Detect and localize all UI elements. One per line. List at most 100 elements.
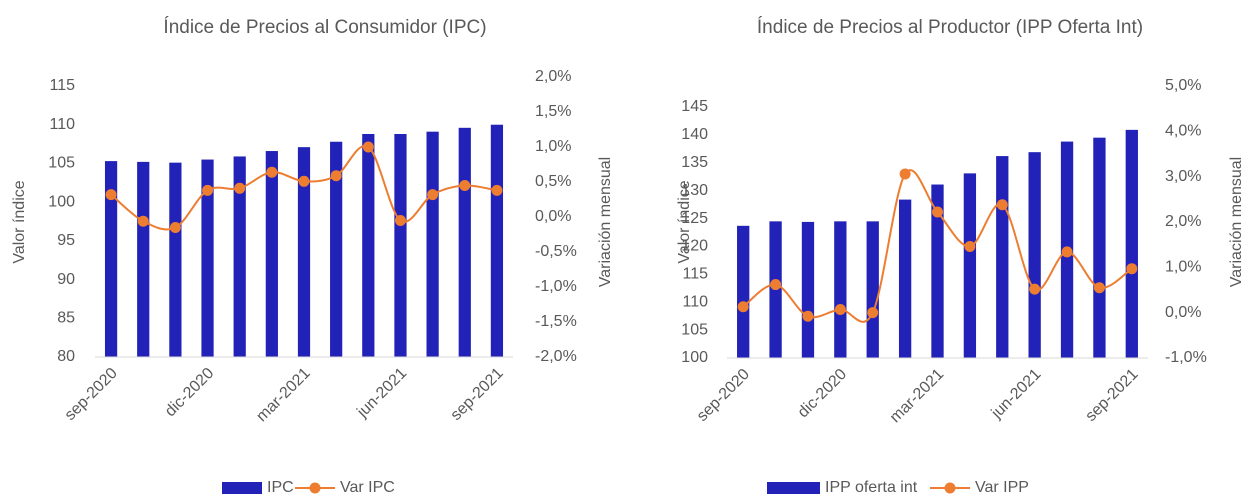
x-tick-label: sep-2021 — [1082, 366, 1141, 425]
y2-tick-label: 0,0% — [1165, 304, 1201, 321]
line-point — [770, 279, 782, 291]
chart-title: Índice de Precios al Consumidor (IPC) — [163, 17, 486, 38]
y-tick-label: 95 — [57, 232, 75, 249]
line-point — [867, 307, 879, 319]
bar — [490, 124, 504, 357]
line-point — [459, 180, 471, 191]
bar — [137, 161, 150, 357]
y2-axis-title: Variación mensual — [1228, 157, 1245, 287]
bar — [1028, 152, 1041, 358]
bar — [394, 134, 407, 357]
bar — [866, 221, 879, 358]
y-tick-label: 105 — [681, 321, 708, 338]
bar — [1093, 137, 1106, 358]
y-tick-label: 135 — [681, 154, 708, 171]
line-point — [1029, 283, 1041, 295]
y-tick-label: 100 — [681, 349, 708, 366]
bar — [834, 221, 847, 358]
line-point — [491, 184, 503, 196]
y2-tick-label: 2,0% — [1165, 213, 1201, 230]
y2-tick-label: -0,5% — [535, 243, 577, 260]
x-tick-label: sep-2021 — [448, 365, 507, 424]
bar — [169, 162, 182, 357]
x-tick-label: jun-2021 — [354, 365, 411, 422]
y-tick-label: 145 — [681, 98, 708, 115]
y2-tick-label: -1,0% — [1165, 349, 1207, 366]
y-axis-title: Valor índice — [676, 180, 693, 263]
y-tick-label: 80 — [57, 348, 75, 365]
bar — [201, 159, 214, 357]
y-tick-label: 120 — [681, 238, 708, 255]
y2-tick-label: 1,0% — [1165, 259, 1201, 276]
bar — [996, 156, 1009, 358]
bar — [963, 173, 977, 358]
y2-tick-label: 1,5% — [535, 103, 571, 120]
line-point — [298, 175, 310, 187]
legend-label: IPC — [267, 479, 294, 496]
legend-label: Var IPC — [340, 479, 395, 496]
bar — [233, 156, 246, 357]
y2-tick-label: -1,0% — [535, 278, 577, 295]
y2-tick-label: 3,0% — [1165, 168, 1201, 185]
y-tick-label: 110 — [49, 116, 75, 133]
bar — [1125, 129, 1138, 358]
bar — [362, 134, 375, 357]
y-tick-label: 100 — [48, 193, 75, 210]
line-point — [427, 189, 439, 201]
y2-tick-label: 0,5% — [535, 173, 571, 190]
y-tick-label: 115 — [682, 266, 708, 283]
bar — [898, 199, 912, 358]
line-point — [202, 184, 214, 196]
y-tick-label: 105 — [48, 155, 75, 172]
x-tick-label: mar-2021 — [253, 365, 314, 426]
line-point — [899, 168, 911, 180]
y2-tick-label: 4,0% — [1165, 123, 1201, 140]
bar — [265, 151, 278, 357]
y-tick-label: 90 — [57, 271, 75, 288]
y2-tick-label: -2,0% — [535, 348, 577, 365]
x-tick-label: dic-2020 — [795, 366, 851, 422]
chart-title: Índice de Precios al Productor (IPP Ofer… — [757, 17, 1143, 38]
y-tick-label: 110 — [682, 293, 708, 310]
line-point — [737, 301, 749, 313]
y-tick-label: 130 — [681, 182, 708, 199]
legend-swatch — [944, 482, 956, 494]
line-point — [1061, 246, 1073, 258]
line-point — [996, 199, 1008, 211]
bar — [458, 127, 471, 357]
bar — [801, 221, 815, 358]
line-point — [137, 215, 149, 227]
line-point — [169, 222, 181, 233]
legend-swatch — [309, 482, 321, 494]
x-tick-label: sep-2020 — [694, 366, 753, 425]
x-tick-label: sep-2020 — [62, 365, 121, 424]
bar — [426, 131, 439, 357]
x-tick-label: jun-2021 — [988, 366, 1045, 423]
legend-swatch — [767, 482, 820, 494]
y-tick-label: 115 — [49, 77, 75, 94]
x-tick-label: dic-2020 — [162, 365, 218, 421]
line-point — [234, 182, 246, 194]
y2-tick-label: 5,0% — [1165, 77, 1201, 94]
legend-label: Var IPP — [975, 479, 1029, 496]
y-tick-label: 140 — [681, 126, 708, 143]
line-point — [105, 189, 117, 201]
bar — [330, 141, 343, 357]
y2-tick-label: 2,0% — [535, 68, 571, 85]
line-point — [394, 215, 406, 226]
line-point — [932, 206, 943, 218]
y2-tick-label: 1,0% — [535, 138, 571, 155]
line-point — [834, 303, 846, 315]
line-point — [362, 141, 374, 153]
y-axis-title: Valor índice — [11, 180, 28, 263]
legend-label: IPP oferta int — [825, 479, 918, 496]
legend-swatch — [222, 482, 262, 494]
line-point — [1126, 263, 1138, 275]
line-point — [802, 310, 814, 322]
bar — [297, 147, 311, 357]
bar — [104, 161, 118, 357]
y-tick-label: 85 — [57, 310, 75, 327]
bar — [737, 225, 750, 358]
y2-axis-title: Variación mensual — [597, 157, 614, 287]
